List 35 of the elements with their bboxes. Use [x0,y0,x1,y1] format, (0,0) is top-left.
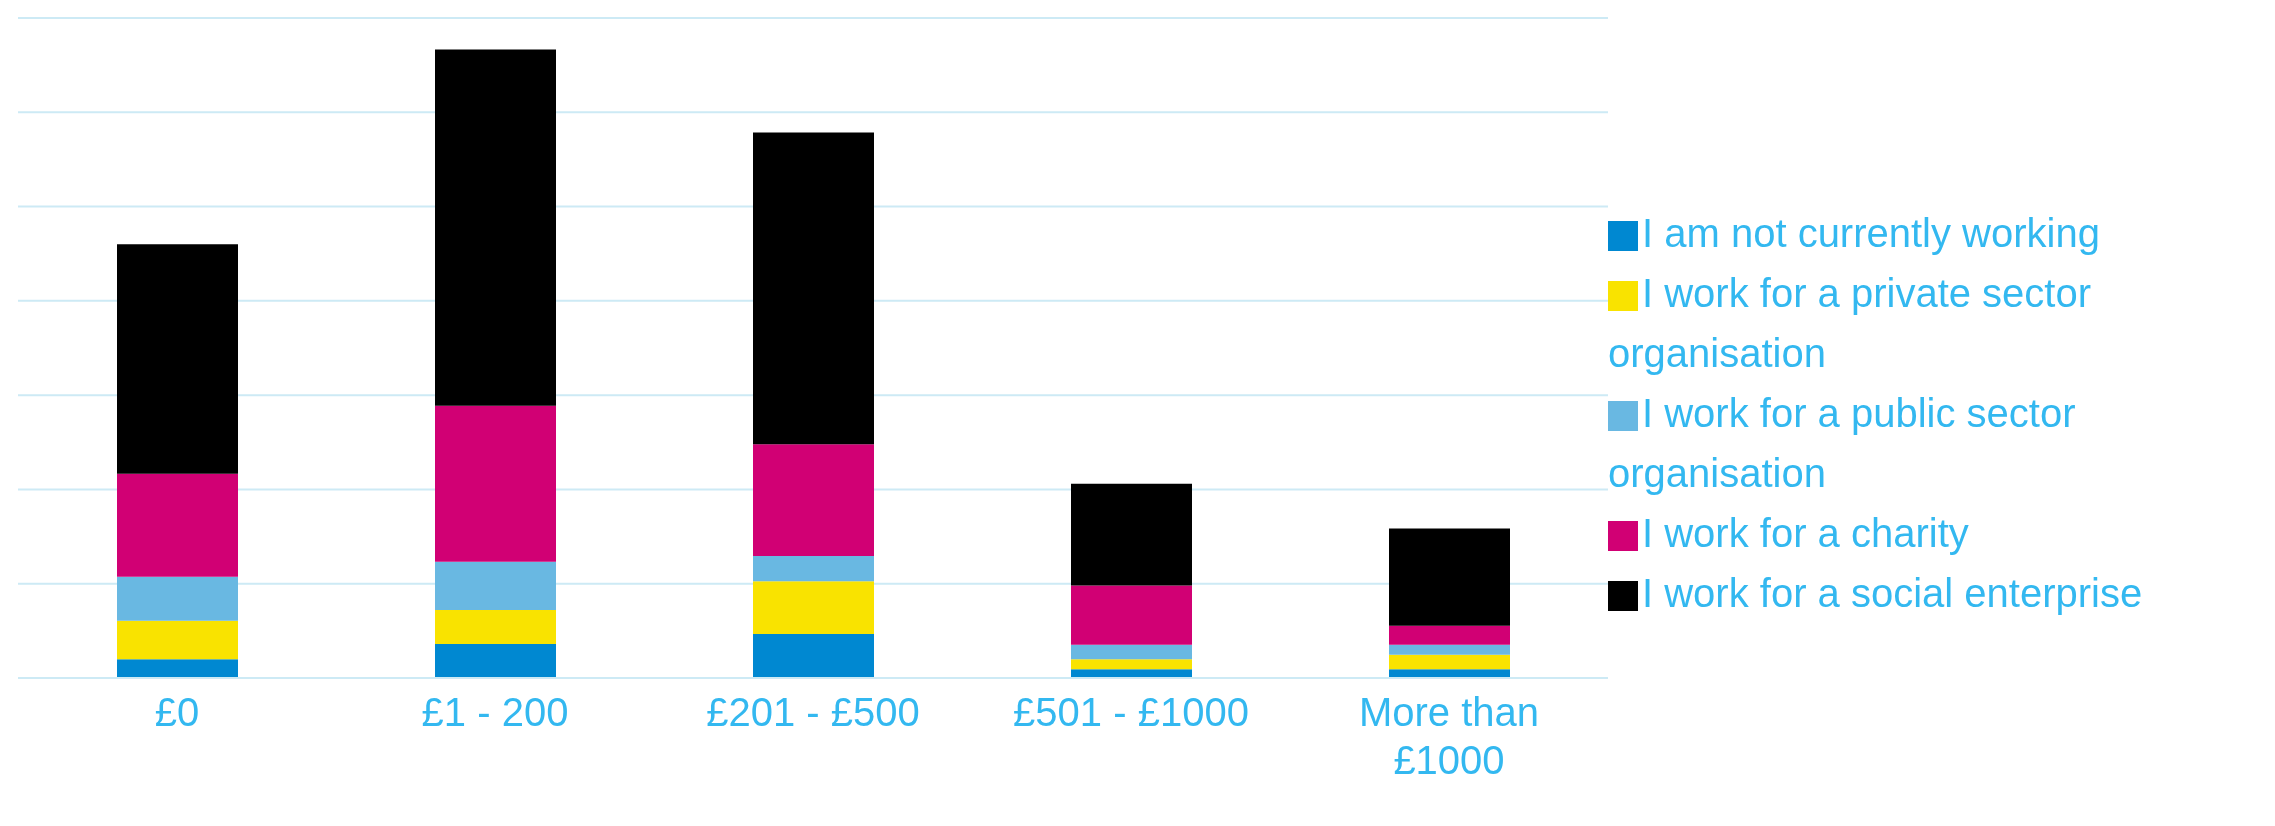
x-tick-label: £1 - 200 [421,690,569,734]
x-tick-label: £501 - £1000 [1013,690,1249,734]
bar [435,610,556,645]
bar [117,576,238,621]
bar [753,634,874,678]
x-tick-label: More than £1000 [1358,690,1540,782]
bar [1071,659,1192,670]
bar [435,49,556,406]
legend-label: I work for a public sector organisation [1608,391,2076,495]
bar [117,659,238,678]
bar [1071,644,1192,660]
bar [1071,585,1192,645]
bar [435,561,556,611]
bar [1071,483,1192,586]
bar [753,581,874,634]
x-tick-label: £0 [154,690,200,734]
bar [117,473,238,577]
bar [435,405,556,562]
bar [1389,644,1510,655]
bar [435,644,556,678]
bar [753,444,874,557]
legend-label: I work for a charity [1642,511,1969,555]
bar [753,132,874,445]
legend-label: I work for a private sector organisation [1608,271,2092,375]
bar [1389,625,1510,645]
bar [753,556,874,582]
bar [117,244,238,474]
bar [1389,528,1510,626]
legend-label: I am not currently working [1642,211,2100,255]
legend-label: I work for a social enterprise [1642,571,2143,615]
bar [1389,654,1510,670]
x-tick-label: £201 - £500 [706,690,920,734]
bar [1389,669,1510,678]
bar [117,620,238,660]
bar [1071,669,1192,678]
